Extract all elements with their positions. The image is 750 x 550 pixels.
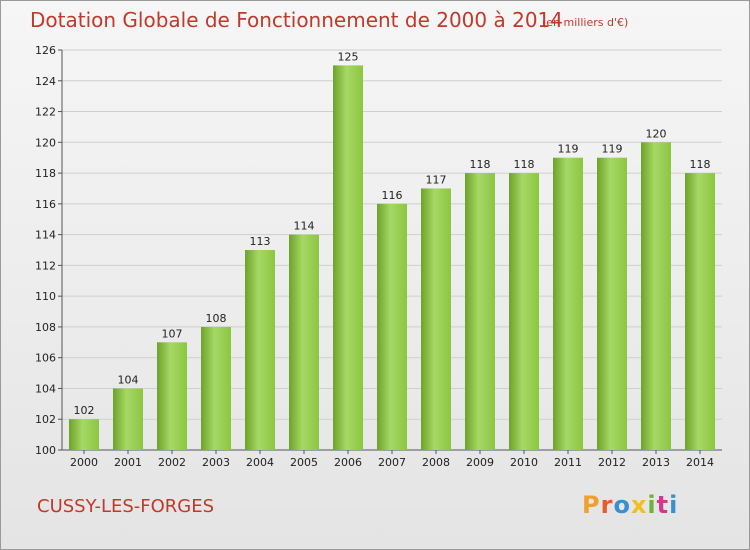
bar-value-label: 104 [118, 373, 139, 386]
x-tick-label: 2001 [114, 456, 142, 469]
y-tick-label: 106 [35, 352, 56, 365]
x-tick-label: 2002 [158, 456, 186, 469]
x-tick-label: 2008 [422, 456, 450, 469]
y-tick-label: 112 [35, 259, 56, 272]
logo-letter: o [613, 491, 631, 519]
y-tick-label: 122 [35, 106, 56, 119]
bar-value-label: 118 [690, 158, 711, 171]
logo-letter: r [600, 491, 614, 519]
bar [421, 188, 451, 450]
bar-value-label: 119 [602, 143, 623, 156]
x-tick-label: 2000 [70, 456, 98, 469]
logo-letter: P [582, 491, 601, 519]
x-tick-label: 2009 [466, 456, 494, 469]
commune-name: CUSSY-LES-FORGES [37, 496, 215, 517]
bar [333, 65, 363, 450]
bar-value-label: 118 [470, 158, 491, 171]
y-tick-label: 108 [35, 321, 56, 334]
bars [69, 65, 715, 451]
y-tick-label: 120 [35, 136, 56, 149]
bar-value-label: 125 [338, 50, 359, 63]
x-tick-label: 2006 [334, 456, 362, 469]
bar [509, 173, 539, 451]
bar [597, 157, 627, 450]
y-tick-label: 124 [35, 75, 56, 88]
y-tick-label: 110 [35, 290, 56, 303]
bar [69, 419, 99, 450]
chart-subtitle: (en milliers d'€) [542, 16, 629, 29]
bar-value-label: 120 [646, 127, 667, 140]
x-tick-label: 2014 [686, 456, 714, 469]
y-tick-label: 126 [35, 44, 56, 57]
bar [157, 342, 187, 450]
bar-value-label: 116 [382, 189, 403, 202]
bar-value-label: 107 [162, 327, 183, 340]
bar-value-label: 113 [250, 235, 271, 248]
logo-letter: t [656, 491, 670, 519]
y-tick-label: 104 [35, 382, 56, 395]
bar [245, 250, 275, 450]
logo-letter: i [669, 491, 679, 519]
x-tick-label: 2012 [598, 456, 626, 469]
x-tick-label: 2011 [554, 456, 582, 469]
logo-letter: i [647, 491, 657, 519]
bar [377, 203, 407, 450]
bar-value-label: 108 [206, 312, 227, 325]
x-tick-label: 2003 [202, 456, 230, 469]
labels: 100 102 104 106 108 110 112 114 116 118 120 122 124 1… [35, 44, 714, 469]
bar [553, 157, 583, 450]
bar [641, 142, 671, 451]
y-tick-label: 114 [35, 229, 56, 242]
bar-value-label: 114 [294, 220, 315, 233]
bar-value-label: 118 [514, 158, 535, 171]
bar [685, 173, 715, 451]
bar [113, 388, 143, 450]
logo-letter: x [630, 491, 648, 519]
bar-value-label: 117 [426, 173, 447, 186]
bar-value-label: 119 [558, 143, 579, 156]
y-tick-label: 116 [35, 198, 56, 211]
y-tick-label: 100 [35, 444, 56, 457]
bar [465, 173, 495, 451]
y-tick-label: 102 [35, 413, 56, 426]
x-tick-label: 2005 [290, 456, 318, 469]
bar [201, 326, 231, 450]
x-tick-label: 2010 [510, 456, 538, 469]
x-tick-label: 2004 [246, 456, 274, 469]
x-tick-label: 2007 [378, 456, 406, 469]
bar [289, 234, 319, 450]
y-tick-label: 118 [35, 167, 56, 180]
bar-value-label: 102 [74, 404, 95, 417]
x-tick-label: 2013 [642, 456, 670, 469]
chart-title: Dotation Globale de Fonctionnement de 20… [30, 8, 563, 32]
